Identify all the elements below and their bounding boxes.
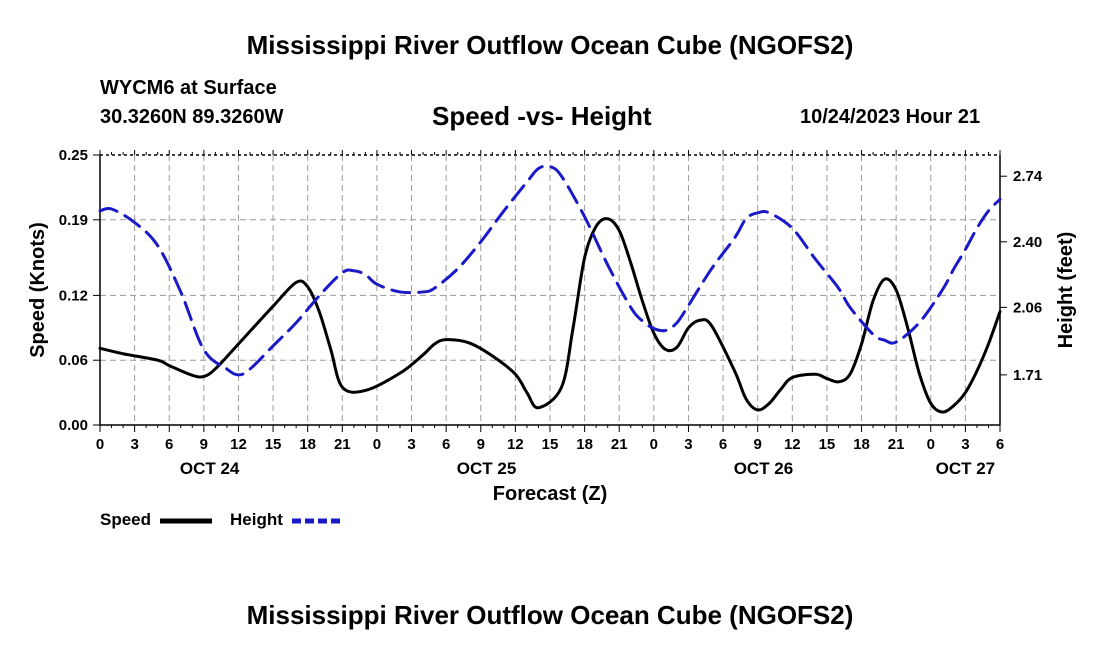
y-tick-label: 0.12 [59,287,88,304]
x-tick-label: 9 [754,436,762,453]
x-tick-label: 0 [650,436,658,453]
x-tick-label: 12 [230,436,247,453]
x-tick-label: 3 [684,436,692,453]
x-tick-label: 3 [961,436,969,453]
x-tick-label: 9 [477,436,485,453]
x-tick-label: 3 [407,436,415,453]
x-tick-label: 6 [165,436,173,453]
x-axis-title: Forecast (Z) [493,483,607,505]
day-label: OCT 27 [936,459,996,478]
station-coordinates: 30.3260N 89.3260W [100,106,284,128]
grid-layer [100,155,1000,425]
x-tick-label: 0 [373,436,381,453]
height-series-line [98,164,1002,377]
main-title: Mississippi River Outflow Ocean Cube (NG… [246,30,854,60]
day-label: OCT 24 [180,459,240,478]
x-tick-label: 9 [200,436,208,453]
series-layer [98,164,1002,414]
y-tick-label: 0.00 [59,417,88,434]
y2-tick-label: 2.06 [1013,299,1042,316]
forecast-datetime: 10/24/2023 Hour 21 [800,106,981,128]
x-tick-label: 21 [334,436,351,453]
x-tick-label: 3 [130,436,138,453]
x-tick-label: 15 [819,436,836,453]
day-label: OCT 25 [457,459,517,478]
y-tick-label: 0.19 [59,212,88,229]
y2-tick-label: 2.40 [1013,234,1042,251]
day-label: OCT 26 [734,459,794,478]
y-tick-label: 0.25 [59,147,88,164]
legend-speed-label: Speed [100,510,152,529]
y-tick-label: 0.06 [59,352,88,369]
x-tick-label: 0 [927,436,935,453]
chart-subtitle: Speed -vs- Height [432,101,652,131]
x-tick-label: 21 [611,436,628,453]
labels-layer: 0 3 6 9 12 15 18 21 0 3 6 9 12 15 18 21 0 3 6 9 12 15 18 21 0 3 6O… [27,147,1077,505]
x-tick-label: 6 [996,436,1004,453]
x-tick-label: 18 [299,436,316,453]
legend-height-label: Height [230,510,283,529]
x-tick-label: 0 [96,436,104,453]
footer-title: Mississippi River Outflow Ocean Cube (NG… [246,600,854,630]
x-tick-label: 6 [442,436,450,453]
y-axis-title: Speed (Knots) [27,222,49,358]
y2-tick-label: 2.74 [1013,168,1043,185]
x-tick-label: 12 [507,436,524,453]
x-tick-label: 15 [542,436,559,453]
y2-tick-label: 1.71 [1013,367,1042,384]
x-tick-label: 15 [265,436,282,453]
x-tick-label: 18 [853,436,870,453]
speed-series-line [98,217,1002,414]
x-tick-label: 21 [888,436,905,453]
station-label: WYCM6 at Surface [100,77,277,99]
x-tick-label: 12 [784,436,801,453]
x-tick-label: 18 [576,436,593,453]
y2-axis-title: Height (feet) [1055,232,1077,349]
x-tick-label: 6 [719,436,727,453]
